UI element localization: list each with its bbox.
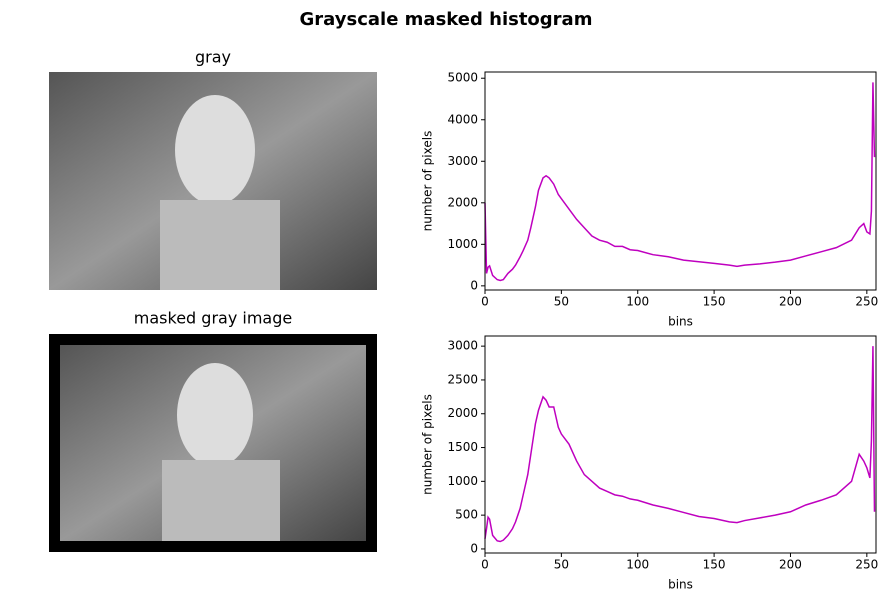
line	[484, 82, 876, 282]
x-tick-label: 0	[481, 558, 489, 572]
y-tick-label: 0	[470, 541, 478, 555]
x-tick-label: 50	[554, 295, 569, 309]
x-tick-label: 250	[855, 295, 878, 309]
y-tick-label: 0	[470, 278, 478, 292]
x-tick-label: 0	[481, 295, 489, 309]
figure-title: Grayscale masked histogram	[300, 9, 593, 30]
image-title: masked gray image	[134, 309, 292, 328]
y-tick-label: 2000	[447, 406, 478, 420]
axes-frame	[484, 335, 877, 554]
masked-image	[49, 334, 377, 552]
gray-image	[49, 72, 377, 290]
x-axis-label: bins	[668, 578, 693, 592]
y-axis-label: number of pixels	[421, 131, 435, 232]
x-tick-label: 150	[703, 295, 726, 309]
y-axis-label: number of pixels	[421, 394, 435, 495]
y-tick-label: 1500	[447, 440, 478, 454]
y-tick-label: 2500	[447, 372, 478, 386]
y-tick-label: 3000	[447, 339, 478, 353]
x-tick-label: 150	[703, 558, 726, 572]
x-tick-label: 200	[779, 558, 802, 572]
y-tick-label: 4000	[447, 112, 478, 126]
image-title: gray	[195, 48, 231, 67]
line	[484, 346, 876, 543]
x-axis-label: bins	[668, 315, 693, 329]
x-tick-label: 200	[779, 295, 802, 309]
y-tick-label: 1000	[447, 237, 478, 251]
x-tick-label: 100	[626, 295, 649, 309]
y-tick-label: 1000	[447, 474, 478, 488]
axes-frame	[484, 71, 877, 291]
y-tick-label: 5000	[447, 71, 478, 85]
x-tick-label: 50	[554, 558, 569, 572]
x-tick-label: 250	[855, 558, 878, 572]
y-tick-label: 2000	[447, 195, 478, 209]
y-tick-label: 3000	[447, 154, 478, 168]
y-tick-label: 500	[455, 508, 478, 522]
x-tick-label: 100	[626, 558, 649, 572]
